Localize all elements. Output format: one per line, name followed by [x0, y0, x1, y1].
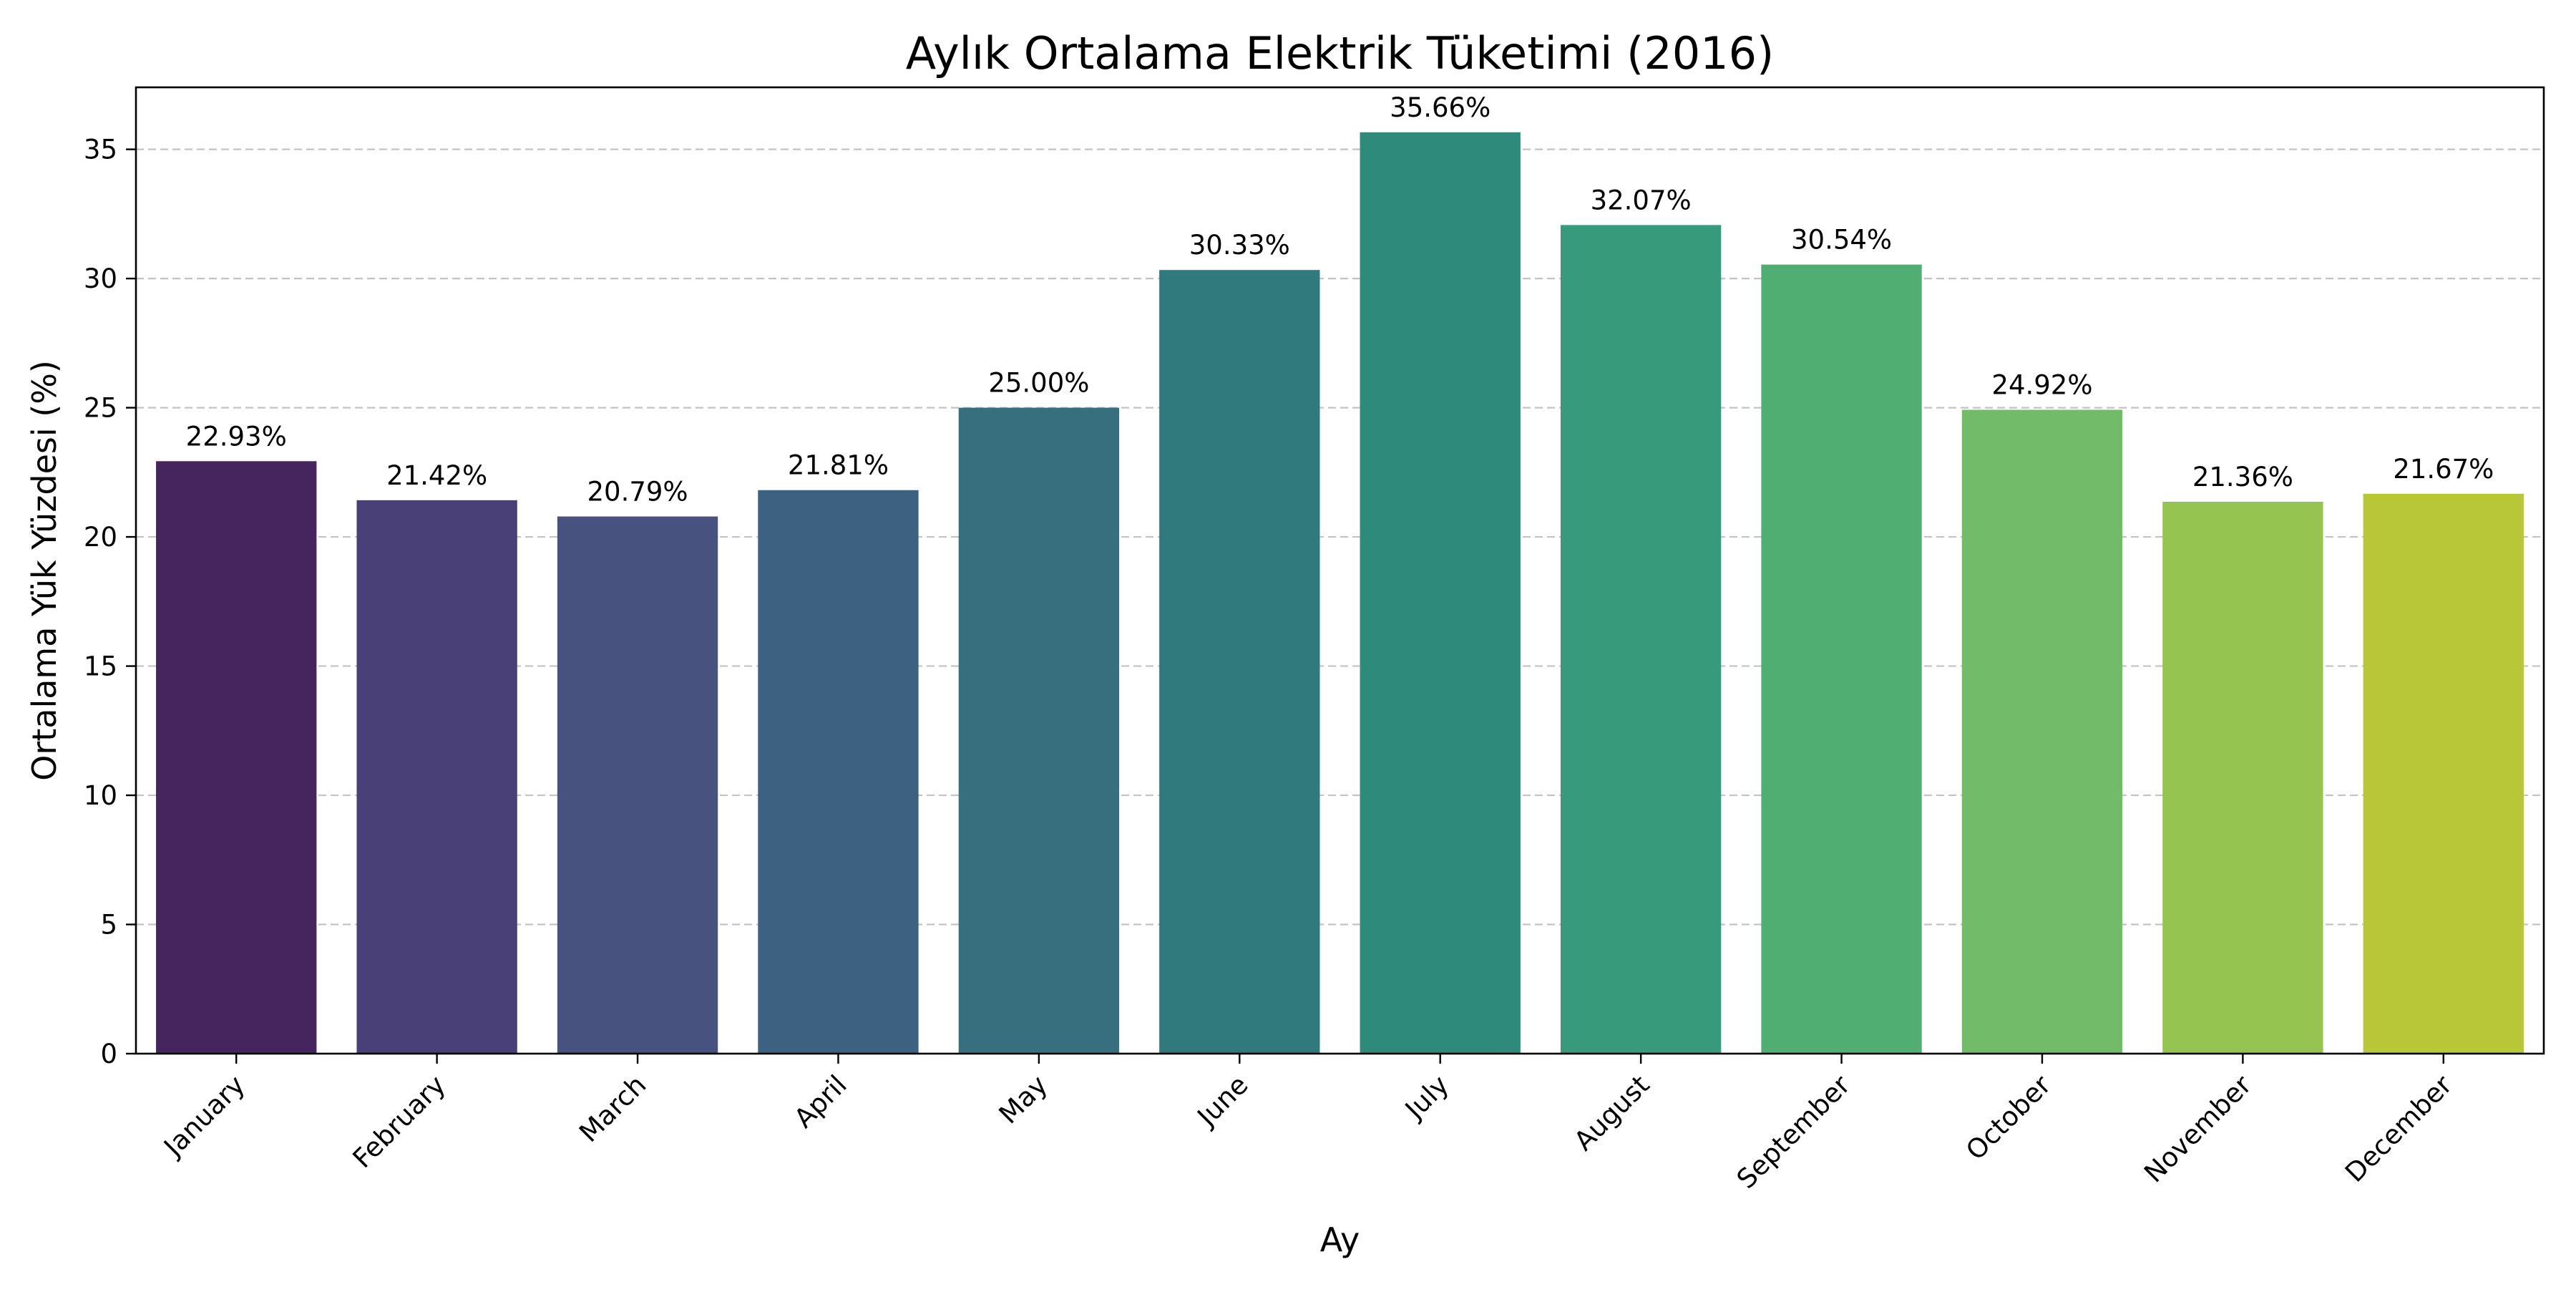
data-label: 22.93% — [186, 421, 287, 452]
y-tick-label: 0 — [100, 1039, 117, 1069]
y-tick-label: 15 — [84, 651, 117, 682]
data-label-layer: 22.93% 21.42% 20.79% 21.81% 25.00% 30.33% 35.6… — [186, 92, 2494, 507]
x-tick-label: January — [157, 1069, 251, 1163]
chart-title: Aylık Ortalama Elektrik Tüketimi (2016) — [906, 27, 1774, 79]
y-axis-ticks: 0 5 10 15 20 25 30 35 — [84, 135, 136, 1069]
bar-november — [2162, 501, 2323, 1054]
x-tick-label: August — [1568, 1069, 1656, 1157]
bar-july — [1360, 132, 1521, 1054]
data-label: 32.07% — [1591, 185, 1692, 215]
x-tick-label: June — [1191, 1069, 1254, 1133]
x-axis-label: Ay — [1320, 1220, 1360, 1259]
bar-august — [1560, 225, 1722, 1054]
y-tick-label: 35 — [84, 135, 117, 165]
bar-june — [1159, 270, 1320, 1054]
bar-january — [156, 461, 317, 1054]
y-tick-label: 5 — [100, 910, 117, 941]
data-label: 21.36% — [2192, 462, 2293, 492]
data-label: 25.00% — [988, 368, 1089, 399]
y-tick-label: 20 — [84, 522, 117, 553]
y-tick-label: 10 — [84, 780, 117, 811]
x-tick-label: November — [2138, 1069, 2258, 1188]
y-axis-label: Ortalama Yük Yüzdesi (%) — [25, 360, 64, 781]
x-axis-ticks: January February March April May June July Augu… — [157, 1054, 2459, 1195]
x-tick-label: December — [2339, 1069, 2459, 1188]
data-label: 21.67% — [2393, 454, 2494, 485]
x-tick-label: February — [347, 1069, 452, 1174]
data-label: 20.79% — [587, 477, 688, 507]
x-tick-label: October — [1960, 1069, 2057, 1166]
x-tick-label: September — [1731, 1069, 1857, 1195]
bar-december — [2363, 493, 2524, 1054]
data-label: 30.54% — [1791, 225, 1892, 256]
x-tick-label: April — [789, 1069, 853, 1134]
y-tick-label: 25 — [84, 393, 117, 424]
x-tick-label: May — [993, 1069, 1053, 1130]
data-label: 30.33% — [1189, 230, 1290, 261]
bar-may — [958, 407, 1120, 1054]
x-tick-label: July — [1398, 1069, 1455, 1126]
data-label: 21.42% — [386, 460, 487, 491]
x-tick-label: March — [573, 1069, 652, 1148]
bar-april — [758, 490, 919, 1054]
bar-february — [356, 500, 517, 1054]
data-label: 24.92% — [1991, 369, 2092, 400]
bar-october — [1961, 409, 2123, 1054]
bar-september — [1761, 264, 1922, 1054]
plot-area-frame — [135, 86, 2545, 1055]
bar-march — [557, 516, 718, 1054]
data-label: 35.66% — [1390, 92, 1491, 123]
bar-layer — [156, 132, 2524, 1054]
y-tick-label: 30 — [84, 263, 117, 294]
data-label: 21.81% — [788, 450, 889, 481]
